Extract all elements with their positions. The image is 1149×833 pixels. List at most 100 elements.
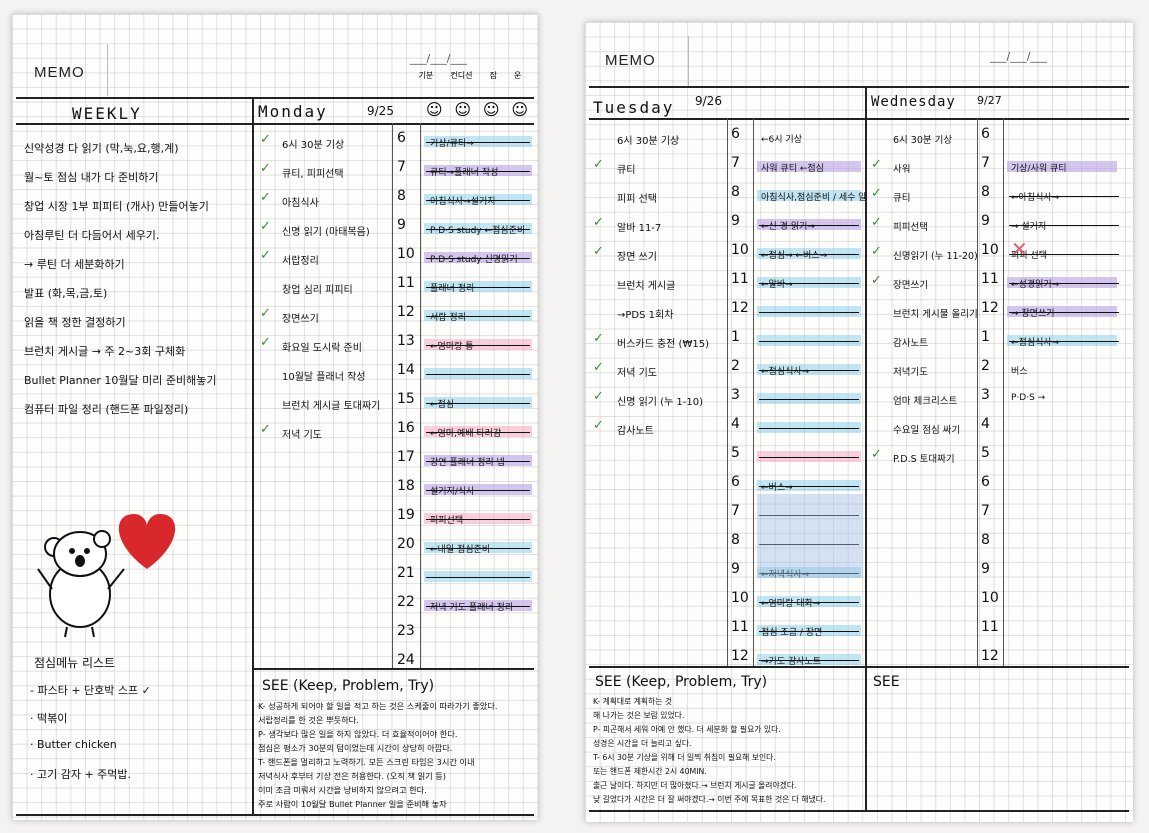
timeline-label: P·D·S study 신명읽기	[430, 255, 518, 265]
wed-hour-left	[977, 118, 978, 666]
see-line: 이미 조금 미뤄서 시간을 낭비하지 않으려고 한다.	[258, 785, 427, 795]
tuesday-task: →PDS 1회차	[617, 310, 674, 321]
timeline-label: 버스	[1011, 367, 1028, 377]
hour-label: 10	[731, 590, 749, 606]
hour-label: 1	[981, 329, 990, 345]
time-arrow	[426, 606, 530, 607]
hour-divider-right	[420, 123, 421, 668]
header-bottom-line	[589, 118, 1129, 120]
wednesday-task: 엄마 체크리스트	[893, 396, 958, 407]
time-highlight	[757, 625, 861, 636]
hour-label: 8	[731, 184, 740, 200]
see-line: T- 6시 30분 기상을 위해 더 일찍 취침이 필요해 보인다.	[593, 753, 776, 762]
hour-label: 6	[731, 126, 740, 142]
memo-divider	[107, 44, 108, 96]
time-arrow	[1009, 196, 1119, 197]
time-highlight	[757, 654, 861, 665]
timeline-label: 피피 선택	[1011, 251, 1047, 261]
check-mark-icon: ✓	[260, 161, 271, 176]
hour-label: 12	[731, 300, 749, 316]
timeline-label: P·D·S study ←점심준비	[430, 226, 526, 236]
weekly-item: → 루틴 더 세분화하기	[24, 258, 125, 271]
timeline-label: 아침식사,점심준비 / 세수 알	[761, 193, 867, 203]
tuesday-task: 장면 쓰기	[617, 252, 657, 263]
hour-label: 1	[731, 329, 740, 345]
see-line: 성경은 시간을 더 늘리고 싶다.	[593, 739, 692, 748]
time-highlight	[757, 596, 861, 607]
hour-label: 8	[731, 532, 740, 548]
wednesday-task: 장면쓰기	[893, 280, 928, 291]
hour-label: 8	[981, 184, 990, 200]
monday-task: 브런치 게시글 토대짜기	[282, 401, 381, 412]
see-line: 해 나가는 것은 보람 있었다.	[593, 711, 685, 720]
bear-heart-sticker	[37, 514, 176, 638]
weekly-item: 발표 (화,목,금,토)	[24, 287, 108, 300]
mood-label: 기분	[418, 71, 434, 80]
check-mark-icon: ✓	[593, 331, 604, 346]
hour-label: 5	[731, 445, 740, 461]
timeline-label: 저녁 기도 플래너 정리	[430, 603, 514, 613]
left-planner-page: MEMO ___/___/___ 기분 컨디션 잠 운 WEEKLY Monday 9…	[12, 14, 538, 820]
time-arrow	[426, 374, 530, 375]
header-top-line	[589, 86, 1129, 88]
weekly-divider	[252, 97, 254, 815]
check-mark-icon: ✓	[260, 219, 271, 234]
timeline-label: ←엄마랑 대화→	[761, 599, 821, 609]
time-highlight	[424, 397, 532, 408]
todo-title: 점심메뉴 리스트	[34, 656, 116, 670]
hour-label: 9	[731, 213, 740, 229]
wednesday-task: 사워	[893, 164, 911, 175]
happy-face-icon[interactable]: ☺	[425, 100, 443, 119]
date-slots: ___/___/___	[410, 52, 467, 65]
hour-label: 12	[397, 304, 415, 320]
monday-task: 저녁 기도	[282, 430, 322, 441]
timeline-label: ←엄마,예배 타러감	[430, 429, 502, 439]
hour-label: 11	[731, 271, 749, 287]
timeline-label: ←아침식사→	[1011, 193, 1060, 203]
time-arrow	[759, 457, 859, 458]
time-arrow	[426, 142, 530, 143]
see-line: 출근 날이다. 하지만 더 많아졌다.→ 브런치 게시글 올려야겠다.	[593, 781, 797, 790]
timeline-label: P·D·S →	[1011, 393, 1046, 403]
happy-face-icon[interactable]: ☺	[511, 100, 529, 119]
tuesday-task: 알바 11-7	[617, 223, 662, 234]
wednesday-task: 피피선택	[893, 222, 928, 233]
memo-divider	[688, 36, 689, 86]
time-highlight	[757, 567, 861, 578]
time-highlight	[424, 542, 532, 553]
hour-label: 6	[981, 126, 990, 142]
hour-label: 12	[981, 648, 999, 664]
see-line: 또는 핸드폰 제한시간 2시 40MIN.	[593, 767, 707, 776]
time-highlight	[757, 335, 861, 346]
time-arrow	[426, 258, 530, 259]
wednesday-task: 6시 30분 기상	[893, 135, 953, 146]
time-highlight	[424, 600, 532, 611]
timeline-label: ←저녁식사→	[761, 570, 810, 580]
time-arrow	[759, 544, 859, 545]
happy-face-icon[interactable]: ☺	[482, 100, 500, 119]
time-highlight	[757, 422, 861, 433]
timeline-label: 기상/큐티→	[430, 139, 474, 149]
mood-faces[interactable]: ☺ ☺ ☺ ☺	[420, 100, 534, 119]
wednesday-task: P.D.S 토대짜기	[893, 454, 955, 465]
monday-task: 신명 읽기 (마태복음)	[282, 227, 370, 238]
timeline-label: 강연 플래너 정리 넵	[430, 458, 505, 468]
time-arrow	[759, 631, 859, 632]
hour-label: 10	[981, 242, 999, 258]
mood-labels: 기분 컨디션 잠 운	[410, 70, 530, 81]
tuesday-task: 6시 30분 기상	[617, 136, 680, 147]
time-arrow	[759, 254, 859, 255]
happy-face-icon[interactable]: ☺	[454, 100, 472, 119]
wednesday-task: 신명읽기 (누 11-20)	[893, 251, 978, 262]
see-right-title: SEE	[873, 674, 900, 690]
monday-task: 장면쓰기	[282, 314, 319, 325]
time-arrow	[426, 345, 530, 346]
memo-label: MEMO	[605, 52, 656, 69]
hour-label: 18	[397, 478, 415, 494]
see-line: 주로 사람이 10월달 Bullet Planner 일을 준비해 놓자	[258, 799, 447, 809]
monday-task: 10월달 플래너 작성	[282, 372, 366, 383]
wednesday-label: Wednesday	[871, 94, 956, 110]
time-highlight	[757, 480, 861, 491]
weekly-title: WEEKLY	[72, 104, 142, 123]
weekly-item: 브런치 게시글 → 주 2~3회 구체화	[24, 345, 186, 358]
